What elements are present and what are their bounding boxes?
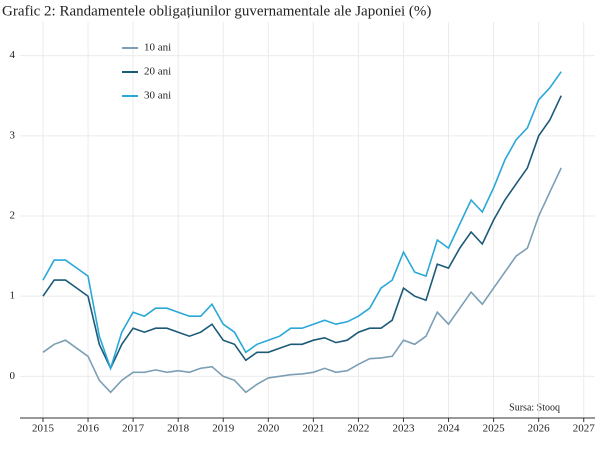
x-tick-label: 2020 <box>257 423 280 435</box>
x-tick-label: 2021 <box>302 423 324 435</box>
y-tick-label: 0 <box>10 370 16 382</box>
y-tick-label: 4 <box>10 49 16 61</box>
x-tick-label: 2018 <box>167 423 190 435</box>
y-tick-label: 1 <box>10 290 16 302</box>
y-tick-label: 2 <box>10 210 16 222</box>
x-tick-label: 2027 <box>573 423 596 435</box>
line-series <box>42 95 562 371</box>
x-tick-label: 2019 <box>212 423 235 435</box>
y-tick-label: 3 <box>10 129 16 141</box>
x-tick-label: 2017 <box>122 423 145 435</box>
x-tick-label: 2024 <box>438 423 461 435</box>
chart-title: Grafic 2: Randamentele obligațiunilor gu… <box>2 3 431 19</box>
x-tick-label: 2022 <box>347 423 369 435</box>
line-series <box>42 71 562 371</box>
x-tick-label: 2025 <box>483 423 506 435</box>
legend-label: 20 ani <box>144 66 171 78</box>
x-tick-label: 2015 <box>32 423 55 435</box>
line-series <box>42 167 562 394</box>
x-tick-label: 2016 <box>77 423 100 435</box>
legend-label: 10 ani <box>144 42 171 54</box>
x-tick-label: 2026 <box>528 423 551 435</box>
x-tick-label: 2023 <box>392 423 415 435</box>
legend-label: 30 ani <box>144 90 171 102</box>
source-note: Sursa: Stooq <box>509 402 560 413</box>
